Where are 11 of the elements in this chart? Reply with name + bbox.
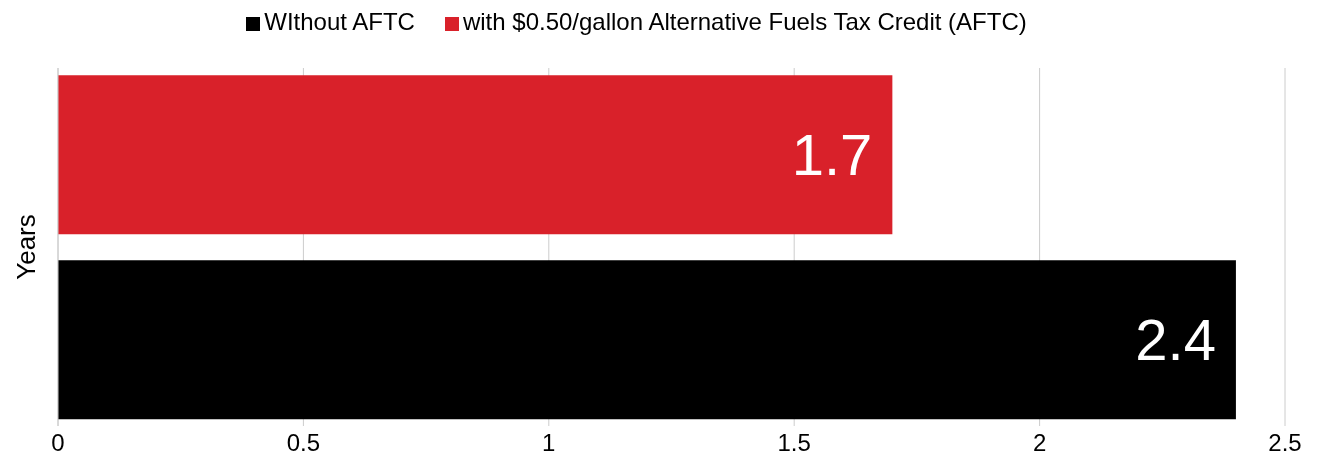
x-tick-label: 1.5: [777, 429, 811, 457]
x-tick-label: 2: [1032, 429, 1047, 457]
legend-label: WIthout AFTC: [264, 8, 415, 35]
x-tick-label: 0.5: [286, 429, 321, 457]
data-label: 2.4: [1135, 307, 1216, 373]
x-tick-label: 0: [51, 429, 65, 457]
data-label: 1.7: [791, 122, 873, 188]
legend-label: with $0.50/gallon Alternative Fuels Tax Credit (AFTC): [462, 8, 1027, 35]
x-tick-label: 1: [542, 429, 556, 457]
x-tick-label: 2.5: [1268, 429, 1302, 457]
y-axis-title: Years: [11, 214, 42, 280]
